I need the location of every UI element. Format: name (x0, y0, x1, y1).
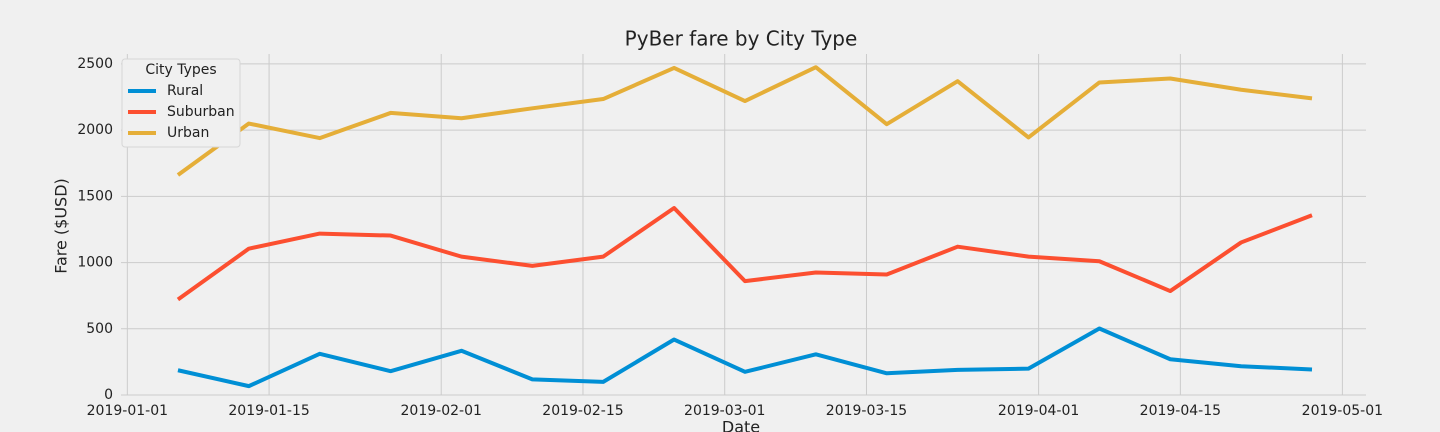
x-tick-label: 2019-02-15 (542, 403, 623, 419)
x-tick-label: 2019-01-15 (228, 403, 309, 419)
legend-label: Suburban (167, 104, 235, 120)
legend-title: City Types (145, 62, 216, 78)
y-tick-label: 2000 (77, 122, 113, 138)
y-tick-label: 2500 (77, 56, 113, 72)
x-tick-label: 2019-05-01 (1302, 403, 1383, 419)
legend-label: Urban (167, 125, 209, 141)
x-tick-label: 2019-02-01 (401, 403, 482, 419)
y-tick-label: 1000 (77, 255, 113, 271)
chart-title: PyBer fare by City Type (625, 27, 858, 51)
x-tick-label: 2019-03-15 (826, 403, 907, 419)
y-tick-label: 500 (86, 321, 113, 337)
series-line (176, 206, 1313, 302)
x-tick-label: 2019-03-01 (684, 403, 765, 419)
legend-label: Rural (167, 83, 203, 99)
legend-box (121, 58, 241, 148)
y-tick-label: 0 (104, 387, 113, 403)
x-tick-label: 2019-04-01 (998, 403, 1079, 419)
series-line (177, 326, 1313, 389)
y-tick-label: 1500 (77, 188, 113, 204)
x-axis-label: Date (722, 418, 760, 432)
series-line (176, 65, 1313, 177)
y-axis-label: Fare ($USD) (52, 178, 71, 274)
x-tick-label: 2019-01-01 (87, 403, 168, 419)
legend: City Types Rural Suburban Urban (121, 58, 241, 148)
x-tick-label: 2019-04-15 (1140, 403, 1221, 419)
